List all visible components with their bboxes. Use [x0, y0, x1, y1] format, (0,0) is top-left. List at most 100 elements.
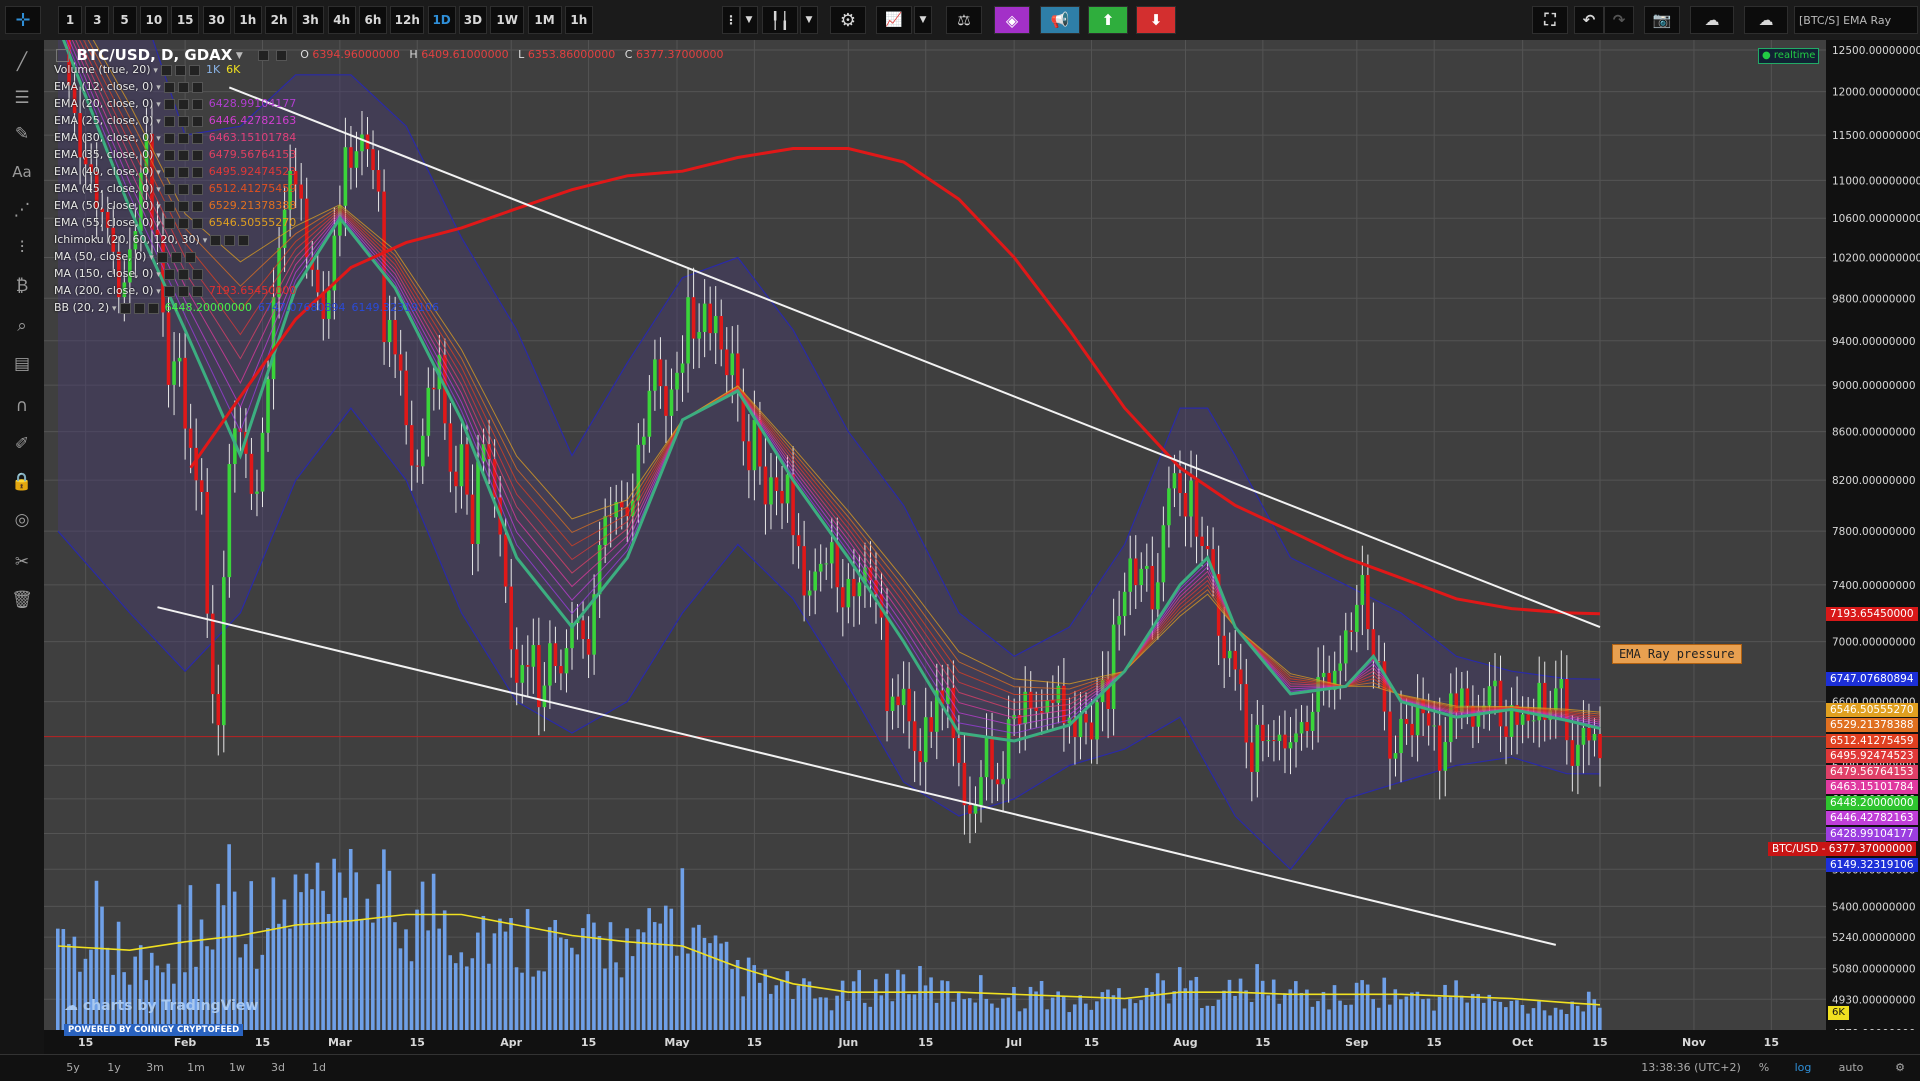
bitcoin-icon[interactable]: ₿ — [15, 276, 29, 296]
interval-button-12h[interactable]: 12h — [390, 6, 425, 34]
settings-icon[interactable] — [177, 115, 189, 127]
interval-button-1h-alt[interactable]: 1h — [564, 6, 593, 34]
eye-icon[interactable] — [163, 285, 175, 297]
interval-button-10[interactable]: 10 — [139, 6, 168, 34]
sell-down-arrow-icon[interactable]: ⬇ — [1136, 6, 1176, 34]
chart-settings-icon[interactable] — [56, 48, 69, 62]
close-icon[interactable] — [191, 132, 203, 144]
close-icon[interactable] — [191, 81, 203, 93]
close-icon[interactable] — [191, 149, 203, 161]
close-icon[interactable] — [191, 285, 203, 297]
settings-icon[interactable] — [177, 285, 189, 297]
chevron-down-icon[interactable]: ▾ — [146, 253, 154, 263]
interval-button-15[interactable]: 15 — [171, 6, 200, 34]
indicators-icon[interactable]: 📈 — [876, 6, 912, 34]
eye-icon[interactable] — [160, 64, 172, 76]
interval-more-button[interactable]: ⋮ — [722, 6, 740, 34]
chevron-down-icon[interactable]: ▾ — [153, 168, 161, 178]
timezone-clock[interactable]: 13:38:36 (UTC+2) — [1641, 1061, 1741, 1074]
close-icon[interactable] — [191, 166, 203, 178]
legend-row[interactable]: EMA (30, close, 0) ▾ 6463.15101784 — [54, 130, 296, 145]
chevron-down-icon[interactable]: ▾ — [153, 83, 161, 93]
legend-row[interactable]: EMA (25, close, 0) ▾ 6446.42782163 — [54, 113, 296, 128]
eye-icon[interactable] — [163, 132, 175, 144]
range-button-3m[interactable]: 3m — [146, 1061, 164, 1074]
pattern-tool-icon[interactable]: ⋰ — [13, 200, 31, 220]
legend-row[interactable]: MA (150, close, 0) ▾ — [54, 266, 203, 281]
settings-icon[interactable] — [177, 132, 189, 144]
interval-button-1m[interactable]: 1M — [527, 6, 562, 34]
interval-button-1[interactable]: 1 — [58, 6, 82, 34]
eye-icon[interactable] — [156, 251, 168, 263]
chevron-down-icon[interactable]: ▾ — [153, 202, 161, 212]
zoom-icon[interactable]: ⌕ — [17, 316, 27, 336]
chevron-down-icon[interactable]: ▼ — [235, 51, 243, 61]
eye-icon[interactable] — [163, 268, 175, 280]
buy-up-arrow-icon[interactable]: ⬆ — [1088, 6, 1128, 34]
fullscreen-icon[interactable]: ⛶ — [1532, 6, 1568, 34]
trend-line-icon[interactable]: ╱ — [16, 52, 28, 72]
settings-icon[interactable] — [174, 64, 186, 76]
log-scale-toggle[interactable]: log — [1794, 1061, 1812, 1074]
legend-row[interactable]: EMA (50, close, 0) ▾ 6529.21378388 — [54, 198, 296, 213]
eye-icon[interactable] — [163, 98, 175, 110]
interval-button-6h[interactable]: 6h — [359, 6, 387, 34]
legend-row[interactable]: MA (200, close, 0) ▾ 7193.65450000 — [54, 283, 296, 298]
interval-button-1w[interactable]: 1W — [490, 6, 525, 34]
symbol-search-input[interactable]: [BTC/S] EMA Ray — [1794, 6, 1918, 34]
settings-icon[interactable] — [177, 200, 189, 212]
eye-icon[interactable] — [163, 81, 175, 93]
chevron-down-icon[interactable]: ▾ — [153, 287, 161, 297]
chevron-down-icon[interactable]: ▼ — [800, 6, 818, 34]
legend-row[interactable]: EMA (35, close, 0) ▾ 6479.56764153 — [54, 147, 296, 162]
chevron-down-icon[interactable]: ▾ — [153, 117, 161, 127]
chevron-down-icon[interactable]: ▾ — [150, 66, 158, 76]
eye-icon[interactable] — [163, 217, 175, 229]
legend-row[interactable]: EMA (45, close, 0) ▾ 6512.41275459 — [54, 181, 296, 196]
range-button-3d[interactable]: 3d — [271, 1061, 285, 1074]
legend-row[interactable]: Volume (true, 20) ▾ 1K 6K — [54, 62, 240, 77]
magnet-icon[interactable]: ∩ — [15, 396, 29, 416]
horizontal-lines-icon[interactable]: ☰ — [14, 88, 30, 108]
legend-row[interactable]: BB (20, 2) ▾ 6448.20000000 6747.07680894 61… — [54, 300, 439, 315]
candle-style-button[interactable]: ╿╽ — [762, 6, 798, 34]
eye-icon[interactable] — [163, 200, 175, 212]
settings-icon[interactable] — [177, 268, 189, 280]
percent-scale-toggle[interactable]: % — [1758, 1061, 1770, 1074]
settings-icon[interactable] — [224, 234, 236, 246]
range-button-1m[interactable]: 1m — [187, 1061, 205, 1074]
interval-button-2h[interactable]: 2h — [265, 6, 294, 34]
close-icon[interactable] — [191, 217, 203, 229]
eye-icon[interactable] — [163, 149, 175, 161]
interval-button-5[interactable]: 5 — [112, 6, 137, 34]
cloud-save-icon[interactable]: ☁ — [1744, 6, 1788, 34]
cloud-load-icon[interactable]: ☁ — [1690, 6, 1734, 34]
legend-row[interactable]: Ichimoku (20, 60, 120, 30) ▾ — [54, 232, 250, 247]
settings-gear-icon[interactable]: ⚙ — [1895, 1061, 1905, 1074]
legend-row[interactable]: EMA (12, close, 0) ▾ — [54, 79, 203, 94]
range-button-1w[interactable]: 1w — [229, 1061, 245, 1074]
close-icon[interactable] — [188, 64, 200, 76]
settings-icon[interactable] — [177, 166, 189, 178]
eye-icon[interactable] — [163, 166, 175, 178]
range-button-1d[interactable]: 1d — [312, 1061, 326, 1074]
close-icon[interactable] — [191, 183, 203, 195]
close-icon[interactable] — [191, 200, 203, 212]
announce-megaphone-icon[interactable]: 📢 — [1040, 6, 1080, 34]
chevron-down-icon[interactable]: ▾ — [153, 270, 161, 280]
interval-button-3[interactable]: 3 — [85, 6, 110, 34]
legend-row[interactable]: EMA (40, close, 0) ▾ 6495.92474523 — [54, 164, 296, 179]
chevron-down-icon[interactable]: ▼ — [740, 6, 758, 34]
settings-icon[interactable] — [133, 302, 145, 314]
crosshair-tool-button[interactable]: ✛ — [5, 6, 41, 34]
eye-icon[interactable] — [119, 302, 131, 314]
settings-icon[interactable] — [177, 149, 189, 161]
legend-row[interactable]: MA (50, close, 0) ▾ — [54, 249, 196, 264]
remove-drawings-icon[interactable]: ✂ — [14, 552, 30, 572]
stay-in-drawing-icon[interactable]: ✐ — [14, 434, 30, 454]
interval-button-4h[interactable]: 4h — [327, 6, 356, 34]
coinigy-cube-icon[interactable]: ◈ — [994, 6, 1030, 34]
interval-button-3h[interactable]: 3h — [296, 6, 325, 34]
chevron-down-icon[interactable]: ▾ — [153, 185, 161, 195]
chevron-down-icon[interactable]: ▾ — [153, 100, 161, 110]
